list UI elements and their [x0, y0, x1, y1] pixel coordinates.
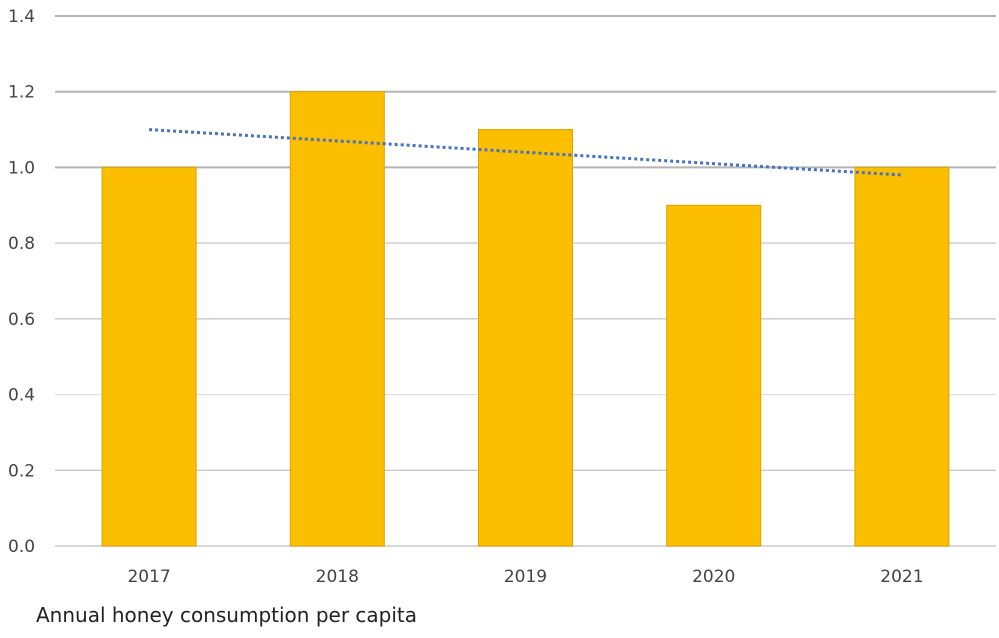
bar-2021	[854, 166, 950, 547]
y-tick-label: 1.2	[8, 83, 35, 103]
y-tick-label: 0.0	[8, 537, 35, 557]
bar-2020	[666, 204, 762, 547]
x-tick-label: 2018	[316, 567, 359, 587]
x-axis-ticks: 2017 2018 2019 2020 2021	[127, 567, 923, 587]
y-tick-label: 0.2	[8, 461, 35, 481]
x-tick-label: 2019	[504, 567, 547, 587]
bar-chart: 0.0 0.2 0.4 0.6 0.8 1.0 1.2 1.4 2017 2018 2019 202…	[8, 7, 996, 587]
y-tick-label: 0.4	[8, 386, 35, 406]
y-axis-ticks: 0.0 0.2 0.4 0.6 0.8 1.0 1.2 1.4	[8, 7, 35, 557]
bar-2018	[289, 91, 385, 547]
x-tick-label: 2017	[127, 567, 170, 587]
bars	[101, 91, 950, 547]
chart-caption: Annual honey consumption per capita	[36, 603, 417, 627]
bar-2017	[101, 166, 197, 547]
y-tick-label: 0.8	[8, 234, 35, 254]
y-tick-label: 0.6	[8, 310, 35, 330]
x-tick-label: 2021	[880, 567, 923, 587]
x-tick-label: 2020	[692, 567, 735, 587]
bar-2019	[478, 129, 573, 547]
y-tick-label: 1.0	[8, 158, 35, 178]
y-tick-label: 1.4	[8, 7, 35, 27]
